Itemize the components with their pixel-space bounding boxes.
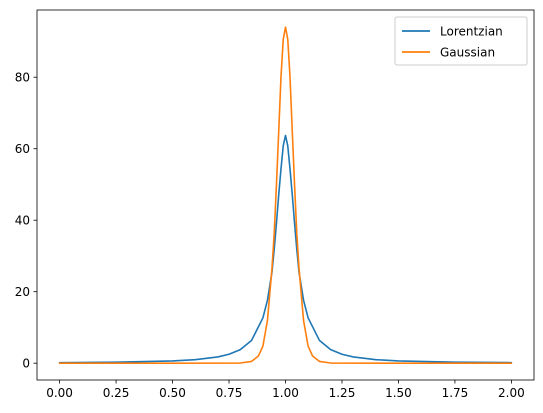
x-tick-label: 0.00 xyxy=(46,386,73,400)
legend-box xyxy=(394,16,528,66)
y-tick-label: 0 xyxy=(22,356,30,370)
y-tick-label: 80 xyxy=(15,71,30,85)
y-tick-label: 40 xyxy=(15,214,30,228)
y-tick-label: 60 xyxy=(15,142,30,156)
y-tick-label: 20 xyxy=(15,285,30,299)
x-tick-label: 1.00 xyxy=(272,386,299,400)
x-tick-label: 1.50 xyxy=(385,386,412,400)
x-tick-label: 2.00 xyxy=(498,386,525,400)
legend-label-lorentzian: Lorentzian xyxy=(440,25,503,39)
x-tick-label: 0.75 xyxy=(216,386,243,400)
x-tick-label: 0.50 xyxy=(159,386,186,400)
legend-label-gaussian: Gaussian xyxy=(440,46,495,60)
legend: Lorentzian Gaussian xyxy=(394,16,528,66)
x-tick-label: 1.75 xyxy=(442,386,469,400)
series-line-gaussian xyxy=(58,26,513,365)
x-tick-label: 0.25 xyxy=(103,386,130,400)
y-axis: 0 20 40 60 80 xyxy=(15,71,37,370)
x-tick-label: 1.25 xyxy=(329,386,356,400)
series-line-lorentzian xyxy=(58,134,513,364)
x-axis: 0.00 0.25 0.50 0.75 1.00 1.25 1.50 1.75 2.00 xyxy=(46,380,525,400)
series-layer xyxy=(58,26,513,365)
